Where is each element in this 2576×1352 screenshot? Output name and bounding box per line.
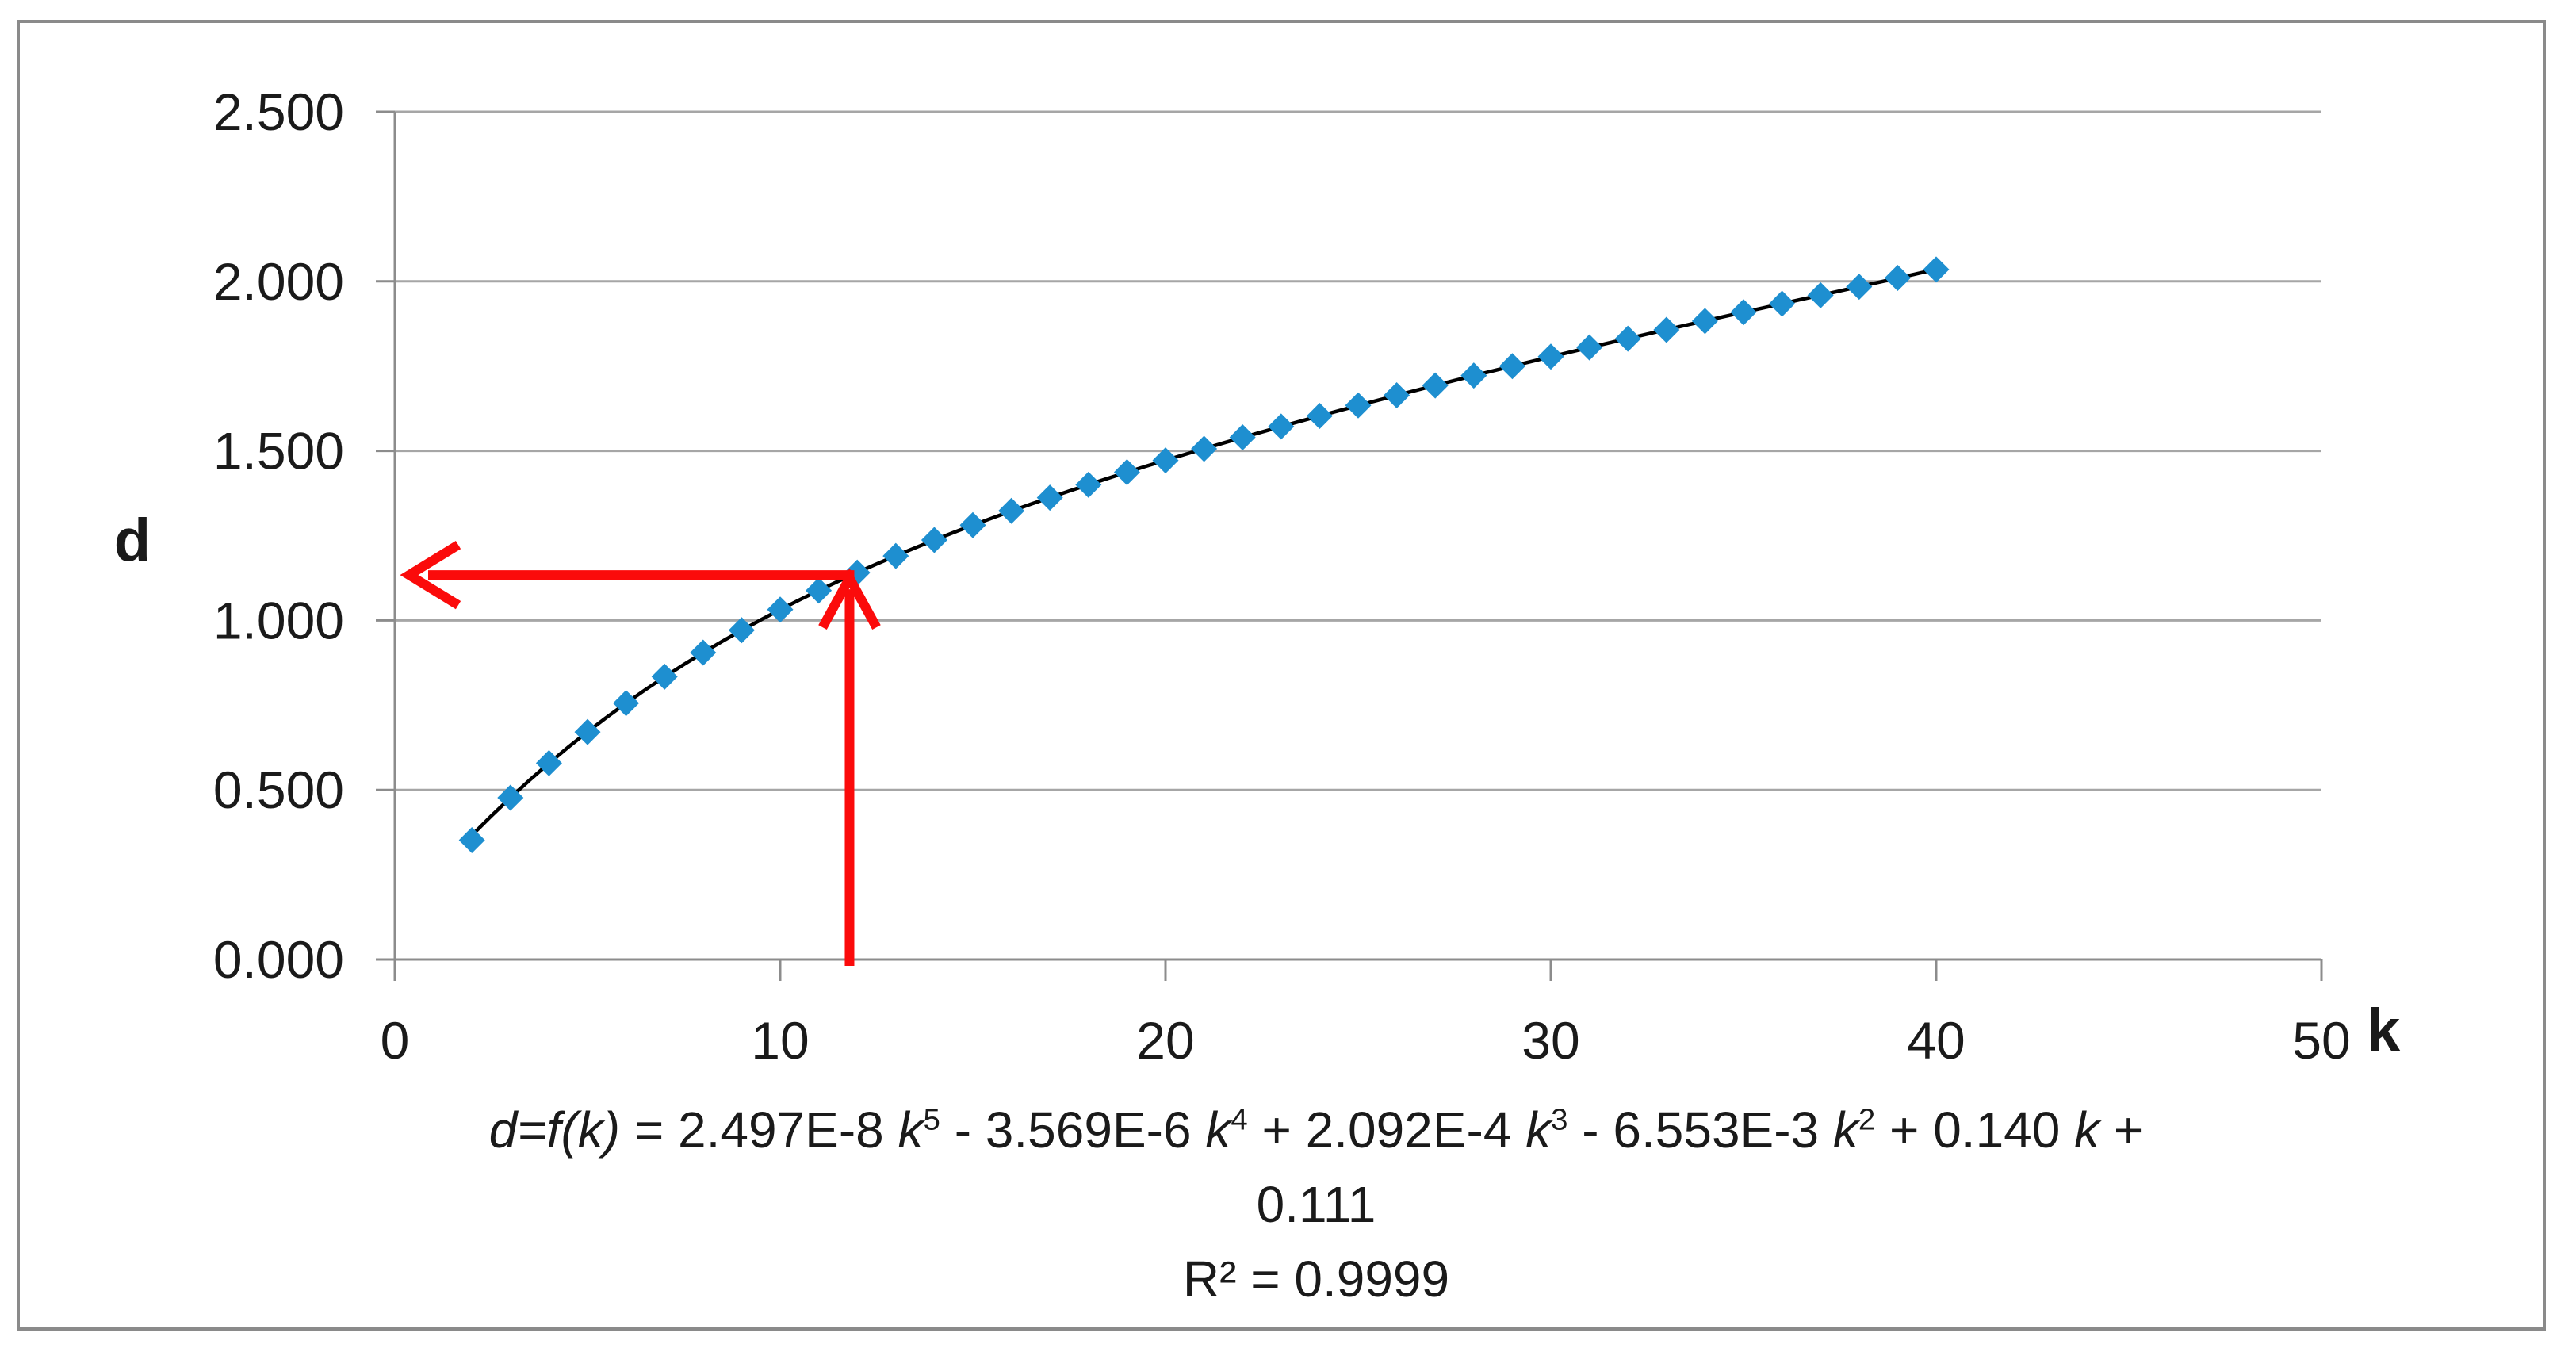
trendline-curve xyxy=(470,267,1937,837)
arrow-from-x-axis-head xyxy=(818,568,881,630)
equation-run: - 3.569E-6 xyxy=(940,1101,1206,1159)
data-point-diamond xyxy=(458,826,485,853)
x-tick-label: 10 xyxy=(751,1011,809,1070)
data-point-diamond xyxy=(767,596,794,623)
data-point-diamond xyxy=(882,542,909,569)
equation-run: 2 xyxy=(1858,1102,1876,1137)
equation-run: 4 xyxy=(1231,1102,1248,1137)
data-point-diamond xyxy=(535,749,562,776)
data-point-diamond xyxy=(1191,435,1218,462)
equation-run: d=f(k) xyxy=(488,1101,621,1159)
data-point-diamond xyxy=(1769,290,1796,317)
data-point-diamond xyxy=(1807,282,1834,308)
trendline-equation: d=f(k) = 2.497E-8 k5 - 3.569E-6 k4 + 2.0… xyxy=(396,1093,2236,1316)
chart-border xyxy=(17,20,2546,1331)
equation-run: k xyxy=(1205,1101,1231,1159)
equation-run: k xyxy=(1525,1101,1552,1159)
data-point-diamond xyxy=(959,511,986,538)
data-point-diamond xyxy=(1113,459,1140,486)
y-tick-label: 2.000 xyxy=(213,252,344,311)
equation-run: = 2.497E-8 xyxy=(620,1101,898,1159)
data-point-diamond xyxy=(613,690,640,717)
data-point-diamond xyxy=(1730,299,1757,326)
data-point-diamond xyxy=(1306,403,1333,430)
data-point-diamond xyxy=(1460,362,1487,389)
data-point-diamond xyxy=(1614,325,1641,352)
data-point-diamond xyxy=(1537,343,1564,370)
data-point-diamond xyxy=(921,527,947,553)
equation-line-3-r-squared: R² = 0.9999 xyxy=(1182,1251,1450,1308)
x-tick-label: 20 xyxy=(1136,1011,1194,1070)
equation-run: k xyxy=(898,1101,924,1159)
data-point-diamond xyxy=(1345,392,1372,419)
y-tick-label: 0.500 xyxy=(213,760,344,819)
x-tick-label: 0 xyxy=(381,1011,410,1070)
data-point-diamond xyxy=(1152,447,1179,474)
data-point-diamond xyxy=(1422,372,1449,399)
y-tick-label: 2.500 xyxy=(213,82,344,141)
equation-run: k xyxy=(2074,1101,2100,1159)
data-point-diamond xyxy=(1653,316,1680,343)
y-tick-label: 0.000 xyxy=(213,930,344,989)
x-tick-label: 50 xyxy=(2292,1011,2350,1070)
equation-run: + xyxy=(2099,1101,2144,1159)
x-tick-label: 30 xyxy=(1521,1011,1579,1070)
y-axis-title: d xyxy=(113,507,151,574)
equation-run: k xyxy=(1832,1101,1858,1159)
data-point-diamond xyxy=(1884,265,1911,292)
data-point-diamond xyxy=(1576,334,1603,361)
data-point-diamond xyxy=(1075,471,1102,498)
arrow-to-y-axis-head xyxy=(400,540,461,610)
data-point-diamond xyxy=(574,718,601,745)
x-axis-title: k xyxy=(2367,997,2401,1064)
data-point-diamond xyxy=(1229,423,1256,450)
data-point-diamond xyxy=(497,784,524,811)
data-point-diamond xyxy=(690,639,717,666)
data-point-diamond xyxy=(1499,353,1525,380)
y-tick-label: 1.500 xyxy=(213,422,344,481)
equation-line-1: d=f(k) = 2.497E-8 k5 - 3.569E-6 k4 + 2.0… xyxy=(396,1093,2236,1167)
data-point-diamond xyxy=(1384,381,1410,408)
equation-run: - 6.553E-3 xyxy=(1567,1101,1833,1159)
data-point-diamond xyxy=(651,663,678,690)
data-point-diamond xyxy=(1923,256,1950,283)
data-point-diamond xyxy=(1036,484,1063,511)
equation-line-2: 0.111 xyxy=(1256,1176,1376,1233)
equation-run: + 0.140 xyxy=(1875,1101,2075,1159)
data-point-diamond xyxy=(998,497,1025,524)
data-point-diamond xyxy=(1691,308,1718,335)
data-point-diamond xyxy=(806,577,833,604)
equation-run: + 2.092E-4 xyxy=(1247,1101,1526,1159)
y-tick-label: 1.000 xyxy=(213,591,344,649)
equation-run: 5 xyxy=(923,1102,940,1137)
data-point-diamond xyxy=(1268,413,1295,440)
equation-run: 3 xyxy=(1551,1102,1568,1137)
x-tick-label: 40 xyxy=(1907,1011,1965,1070)
data-point-diamond xyxy=(1846,274,1873,301)
data-point-diamond xyxy=(728,617,755,644)
